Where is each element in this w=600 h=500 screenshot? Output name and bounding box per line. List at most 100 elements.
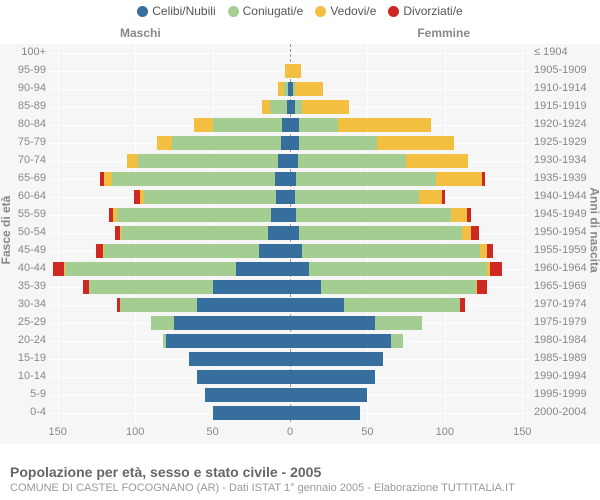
bar-segment-female-single	[290, 280, 321, 294]
bar-segment-male-single	[268, 226, 290, 240]
bar-segment-female-married	[299, 118, 338, 132]
bar-segment-male-widowed	[157, 136, 172, 150]
age-label: 0-4	[0, 406, 46, 418]
yaxis-left-title: Fasce di età	[0, 196, 13, 265]
birth-year-label: 1980-1984	[534, 334, 600, 346]
bar-segment-female-widowed	[436, 172, 482, 186]
bar-segment-male-widowed	[262, 100, 270, 114]
birth-year-label: ≤ 1904	[534, 46, 600, 58]
chart-subtitle: COMUNE DI CASTEL FOCOGNANO (AR) - Dati I…	[10, 482, 590, 494]
age-label: 75-79	[0, 136, 46, 148]
bar-segment-male-single	[205, 388, 290, 402]
x-tick-label: 150	[49, 426, 67, 438]
birth-year-label: 1915-1919	[534, 100, 600, 112]
bar-segment-male-divorced	[83, 280, 89, 294]
age-label: 10-14	[0, 370, 46, 382]
bar-segment-male-married	[112, 172, 275, 186]
bar-segment-male-widowed	[103, 244, 105, 258]
yaxis-right-title: Anni di nascita	[587, 187, 600, 272]
bar-segment-male-widowed	[278, 82, 284, 96]
birth-year-label: 1970-1974	[534, 298, 600, 310]
legend-swatch	[388, 6, 399, 17]
age-label: 95-99	[0, 64, 46, 76]
bar-segment-female-married	[375, 316, 421, 330]
bar-segment-male-single	[197, 298, 290, 312]
bar-segment-male-widowed	[127, 154, 138, 168]
age-label: 100+	[0, 46, 46, 58]
bar-segment-male-widowed	[64, 262, 66, 276]
age-label: 80-84	[0, 118, 46, 130]
bar-segment-male-married	[138, 154, 277, 168]
x-tick-label: 50	[206, 426, 218, 438]
birth-year-label: 1930-1934	[534, 154, 600, 166]
bar-segment-male-single	[275, 172, 290, 186]
x-tick-label: 100	[126, 426, 144, 438]
female-label: Femmine	[417, 26, 470, 40]
age-label: 30-34	[0, 298, 46, 310]
age-label: 25-29	[0, 316, 46, 328]
bar-segment-female-married	[302, 244, 480, 258]
bar-segment-male-divorced	[100, 172, 105, 186]
age-label: 90-94	[0, 82, 46, 94]
bar-segment-female-single	[290, 334, 391, 348]
bar-segment-male-married	[117, 208, 272, 222]
bar-segment-male-married	[121, 226, 268, 240]
bar-segment-female-married	[296, 172, 435, 186]
bar-segment-female-married	[391, 334, 403, 348]
birth-year-label: 1920-1924	[534, 118, 600, 130]
bar-segment-female-divorced	[487, 244, 493, 258]
bar-segment-male-single	[271, 208, 290, 222]
bar-segment-male-widowed	[113, 208, 116, 222]
population-pyramid-chart: Celibi/Nubili Coniugati/e Vedovi/e Divorzia…	[0, 0, 600, 500]
bar-segment-female-widowed	[302, 100, 348, 114]
legend-item: Divorziati/e	[388, 4, 462, 18]
bar-segment-male-widowed	[194, 118, 213, 132]
bar-segment-male-married	[284, 82, 289, 96]
legend-item: Coniugati/e	[228, 4, 304, 18]
bar-segment-male-married	[151, 316, 174, 330]
male-label: Maschi	[120, 26, 161, 40]
bar-segment-female-widowed	[419, 190, 442, 204]
age-label: 20-24	[0, 334, 46, 346]
bar-segment-female-single	[290, 226, 299, 240]
bar-segment-female-widowed	[290, 64, 301, 78]
bar-segment-male-widowed	[140, 190, 145, 204]
bar-segment-male-divorced	[96, 244, 102, 258]
bar-segment-female-single	[290, 352, 383, 366]
bar-segment-male-single	[166, 334, 290, 348]
age-label: 65-69	[0, 172, 46, 184]
bar-segment-female-married	[295, 190, 419, 204]
birth-year-label: 1905-1909	[534, 64, 600, 76]
birth-year-label: 2000-2004	[534, 406, 600, 418]
legend-swatch	[315, 6, 326, 17]
bar-segment-female-married	[309, 262, 487, 276]
birth-year-label: 1925-1929	[534, 136, 600, 148]
bar-segment-male-married	[89, 280, 213, 294]
bar-segment-female-single	[290, 118, 299, 132]
bar-segment-male-married	[65, 262, 235, 276]
bar-segment-male-single	[213, 280, 290, 294]
plot-area: 05050100100150150100+≤ 190495-991905-190…	[0, 44, 600, 444]
bar-segment-male-single	[213, 406, 290, 420]
birth-year-label: 1965-1969	[534, 280, 600, 292]
legend-label: Vedovi/e	[330, 4, 376, 18]
bar-segment-male-divorced	[115, 226, 120, 240]
age-label: 85-89	[0, 100, 46, 112]
legend-label: Celibi/Nubili	[152, 4, 215, 18]
x-tick-label: 50	[361, 426, 373, 438]
bar-segment-male-married	[104, 244, 259, 258]
legend-item: Vedovi/e	[315, 4, 376, 18]
chart-footer: Popolazione per età, sesso e stato civil…	[10, 464, 590, 494]
bar-segment-female-widowed	[377, 136, 454, 150]
age-label: 70-74	[0, 154, 46, 166]
bar-segment-male-single	[282, 118, 290, 132]
bar-segment-female-single	[290, 316, 375, 330]
birth-year-label: 1975-1979	[534, 316, 600, 328]
bar-segment-female-single	[290, 370, 375, 384]
bar-segment-female-single	[290, 262, 309, 276]
bar-segment-female-single	[290, 136, 299, 150]
bar-segment-male-married	[213, 118, 283, 132]
bar-segment-male-married	[120, 298, 197, 312]
bar-segment-female-single	[290, 298, 344, 312]
bar-segment-female-married	[296, 208, 451, 222]
